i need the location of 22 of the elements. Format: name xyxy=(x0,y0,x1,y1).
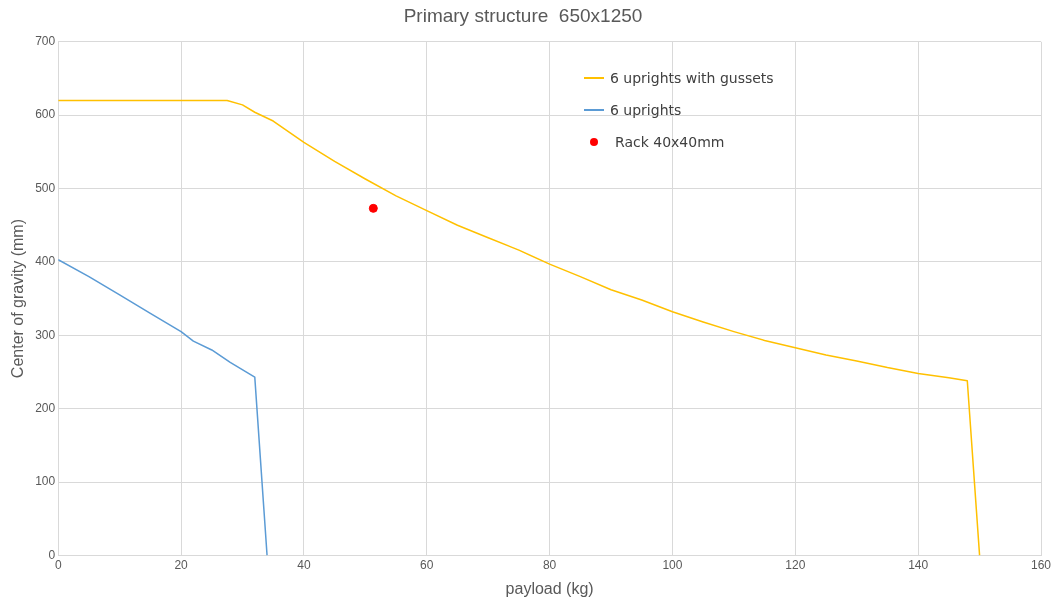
y-tick-label: 700 xyxy=(35,34,56,49)
y-axis-title: Center of gravity (mm) xyxy=(9,219,27,379)
y-tick-label: 500 xyxy=(35,180,56,195)
y-tick-label: 300 xyxy=(35,327,56,342)
x-axis-title: payload (kg) xyxy=(505,579,594,597)
legend-label: 6 uprights with gussets xyxy=(610,69,774,86)
chart-title: Primary structure 650x1250 xyxy=(403,4,643,26)
x-tick-label: 140 xyxy=(908,557,929,572)
legend-label: Rack 40x40mm xyxy=(615,133,725,150)
x-tick-label: 40 xyxy=(297,557,311,572)
y-tick-label: 100 xyxy=(35,474,56,489)
y-tick-label: 0 xyxy=(48,547,56,562)
x-tick-label: 80 xyxy=(542,557,557,572)
y-tick-label: 400 xyxy=(35,254,56,269)
x-tick-label: 100 xyxy=(662,557,683,572)
y-tick-label: 200 xyxy=(35,400,56,415)
legend-label: 6 uprights xyxy=(610,101,682,118)
x-tick-label: 20 xyxy=(174,557,189,572)
x-tick-label: 60 xyxy=(420,557,434,572)
x-tick-label: 160 xyxy=(1030,557,1052,572)
y-tick-label: 600 xyxy=(35,107,56,122)
x-tick-label: 120 xyxy=(785,557,806,572)
